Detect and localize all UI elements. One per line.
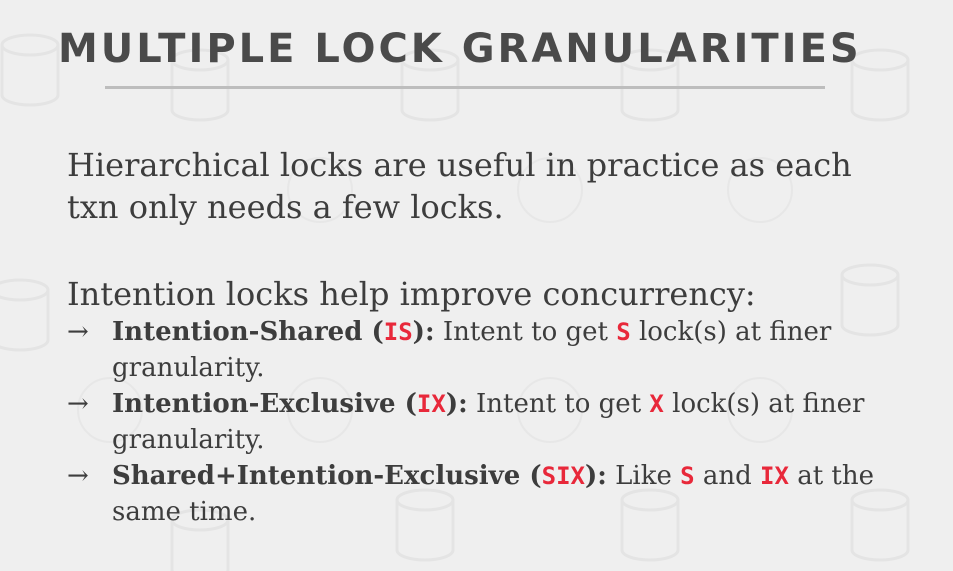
- slide-title: MULTIPLE LOCK GRANULARITIES: [58, 26, 862, 72]
- arrow-right-icon: →: [67, 461, 89, 491]
- term-intention-exclusive: Intention-Exclusive: [112, 389, 396, 419]
- description-text: Intent to get: [434, 317, 617, 347]
- paren-open: (: [520, 461, 542, 491]
- list-item-intention-shared: → Intention-Shared (IS): Intent to get S…: [67, 314, 897, 386]
- arrow-right-icon: →: [67, 317, 89, 347]
- code-ix: IX: [760, 462, 789, 490]
- paragraph-intention-locks: Intention locks help improve concurrency…: [67, 275, 756, 313]
- paren-open: (: [362, 317, 384, 347]
- code-is: IS: [383, 318, 413, 346]
- list-item-intention-exclusive: → Intention-Exclusive (IX): Intent to ge…: [67, 386, 897, 458]
- term-shared-intention-exclusive: Shared+Intention-Exclusive: [112, 461, 521, 491]
- term-intention-shared: Intention-Shared: [112, 317, 363, 347]
- code-six: SIX: [541, 462, 585, 490]
- code-s: S: [680, 462, 695, 490]
- description-text: lock(s) at finer granularity.: [112, 389, 865, 455]
- paren-close: ):: [445, 389, 468, 419]
- paren-close: ):: [585, 461, 607, 491]
- intention-lock-list: → Intention-Shared (IS): Intent to get S…: [67, 314, 897, 530]
- description-text: at the same time.: [112, 461, 875, 527]
- code-x: X: [649, 390, 664, 418]
- arrow-right-icon: →: [67, 389, 89, 419]
- code-s: S: [616, 318, 631, 346]
- paren-open: (: [395, 389, 417, 419]
- title-underline: [105, 86, 825, 89]
- description-text: lock(s) at finer granularity.: [112, 317, 832, 383]
- description-text: and: [694, 461, 761, 491]
- code-ix: IX: [416, 390, 446, 418]
- paragraph-hierarchical-locks: Hierarchical locks are useful in practic…: [67, 146, 852, 226]
- description-text: Like: [606, 461, 681, 491]
- description-text: Intent to get: [467, 389, 650, 419]
- paren-close: ):: [412, 317, 435, 347]
- list-item-shared-intention-exclusive: → Shared+Intention-Exclusive (SIX): Like…: [67, 458, 897, 530]
